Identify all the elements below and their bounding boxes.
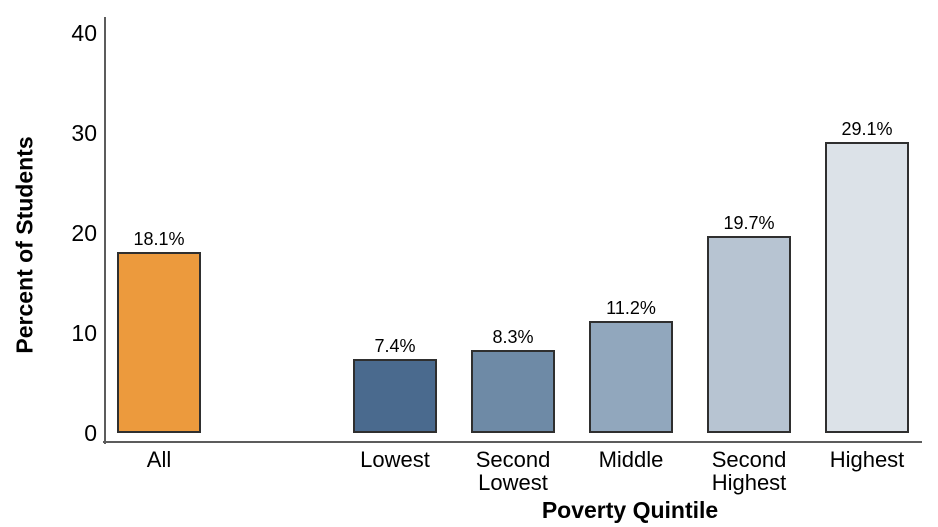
y-axis-line: [104, 17, 106, 444]
bar-value-label: 11.2%: [606, 298, 656, 318]
bar-second-highest: [707, 236, 791, 433]
bar-highest: [825, 142, 909, 433]
bar-value-label: 19.7%: [723, 213, 775, 233]
bar-value-label: 18.1%: [133, 229, 185, 249]
x-category-label: Second Lowest: [475, 447, 551, 495]
bar-value-label: 8.3%: [492, 327, 534, 347]
y-tick-label: 20: [71, 220, 97, 246]
bar-middle: [589, 321, 673, 433]
y-tick-label: 40: [71, 20, 97, 46]
bar-value-label: 29.1%: [841, 119, 893, 139]
y-tick-label: 10: [71, 320, 97, 346]
y-tick-label: 30: [71, 120, 97, 146]
x-axis-line: [103, 441, 922, 443]
x-category-label: Middle: [598, 447, 664, 472]
bar-lowest: [353, 359, 437, 433]
bar-value-label: 7.4%: [374, 336, 416, 356]
x-category-label: Highest: [829, 447, 905, 472]
x-axis-title: Poverty Quintile: [541, 497, 719, 523]
x-category-label: Second Highest: [711, 447, 787, 495]
x-category-label: Lowest: [360, 447, 430, 472]
bar-second-lowest: [471, 350, 555, 433]
bar-all: [117, 252, 201, 433]
y-tick-label: 0: [84, 420, 97, 446]
x-category-label: All: [146, 447, 172, 472]
